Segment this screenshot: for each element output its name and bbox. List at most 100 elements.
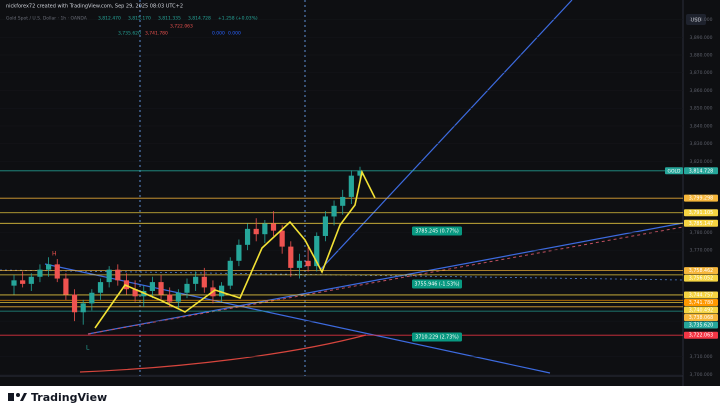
price-label-box <box>684 291 718 299</box>
logo-text: TradingView <box>31 391 107 404</box>
price-label-box <box>684 167 718 175</box>
candle-body <box>314 235 320 267</box>
price-label: 3,738.068 <box>689 315 713 321</box>
measure-label: 3785.245 (0.77%) <box>415 229 459 235</box>
candle-body <box>219 285 225 297</box>
y-tick-label: 3,780.000 <box>690 230 713 236</box>
symbol-tag-box <box>665 167 683 175</box>
y-tick-label: 3,770.000 <box>690 248 713 254</box>
candle-body <box>357 170 363 176</box>
pivot-high: H <box>52 251 57 258</box>
candle-body <box>331 205 337 217</box>
price-label-box <box>684 194 718 202</box>
price-label: 3,735.620 <box>689 322 713 328</box>
trend-line <box>87 226 684 335</box>
candle-body <box>340 196 346 206</box>
candle-body <box>89 292 95 304</box>
price-label: 3,756.052 <box>689 276 713 282</box>
y-tick-label: 3,890.000 <box>690 35 713 41</box>
price-label: 3,758.462 <box>689 268 713 274</box>
candle-body <box>106 269 112 283</box>
y-tick-label: 3,870.000 <box>690 70 713 76</box>
ohlc-low: 3,811.335 <box>158 16 181 22</box>
zigzag-pattern <box>94 169 376 329</box>
candle-body <box>132 289 138 297</box>
pivot-low: L <box>86 345 90 352</box>
plot-area <box>0 19 683 375</box>
candle-body <box>46 264 52 270</box>
price-label-box <box>684 313 718 321</box>
candle-body <box>97 282 104 293</box>
symbol-tag: GOLD <box>667 168 681 174</box>
indicator-value: 3,741.780 <box>145 31 168 37</box>
price-label: 3,785.147 <box>689 221 713 227</box>
candle-body <box>149 282 155 291</box>
currency[interactable]: USD <box>691 18 702 24</box>
indicator-value: 0.000 <box>212 31 225 37</box>
logo-mark <box>20 393 27 401</box>
logo-mark <box>16 393 20 397</box>
ohlc-change: +1.258 (+0.03%) <box>218 16 258 22</box>
candle-body <box>201 276 207 288</box>
trend-line <box>319 0 573 271</box>
price-label-box <box>684 274 718 282</box>
logo-mark <box>8 393 14 401</box>
price-label-box <box>684 219 718 227</box>
price-label: 3,744.757 <box>689 292 713 298</box>
candle-body <box>288 246 294 268</box>
price-label: 3,740.492 <box>689 307 713 313</box>
chart-background <box>0 0 720 386</box>
measure-label: 3710.229 (2.73%) <box>415 335 459 341</box>
trend-line <box>87 222 684 335</box>
candle-body <box>80 303 86 313</box>
candle-body <box>236 244 242 261</box>
logo: TradingView <box>8 391 107 404</box>
price-label-box <box>684 267 718 275</box>
candle-body <box>305 260 311 267</box>
candle-body <box>11 280 17 286</box>
y-tick-label: 3,840.000 <box>690 123 713 129</box>
price-label-box <box>684 321 718 329</box>
candle-body <box>244 228 251 245</box>
credit: nickforex72 created with TradingView.com… <box>6 4 183 10</box>
candle-body <box>253 228 259 235</box>
candle-body <box>348 175 354 197</box>
legend: nickforex72 created with TradingView.com… <box>6 4 258 37</box>
candle-body <box>54 264 60 279</box>
candle-body <box>270 223 277 231</box>
symbol: Gold Spot / U.S. Dollar · 1h · OANDA <box>6 16 88 22</box>
candle-body <box>63 278 69 295</box>
candle-body <box>227 260 233 286</box>
measure-label: 3755.946 (-1.53%) <box>414 282 459 288</box>
y-tick-label: 3,700.000 <box>690 372 713 378</box>
price-label-box <box>684 209 718 217</box>
price-label: 3,722.063 <box>689 333 713 339</box>
price-label-box <box>684 306 718 314</box>
candle-body <box>175 292 181 302</box>
candle-body <box>184 283 190 293</box>
ohlc-close: 3,814.728 <box>188 16 211 22</box>
y-tick-label: 3,860.000 <box>690 88 713 94</box>
ohlc-open: 3,812.470 <box>98 16 121 22</box>
ohlc-high: 3,815.170 <box>128 16 151 22</box>
measure-box <box>412 332 462 342</box>
candle-body <box>158 282 164 295</box>
y-tick-label: 3,880.000 <box>690 53 713 59</box>
indicator-value: 3,735.620 <box>118 31 141 37</box>
candle-body <box>115 269 121 281</box>
candle-body <box>193 276 199 284</box>
price-label: 3,799.298 <box>689 196 713 202</box>
candle-body <box>262 223 268 235</box>
candle-body <box>279 230 285 247</box>
footer <box>0 386 720 411</box>
y-tick-label: 3,850.000 <box>690 106 713 112</box>
y-tick-label: 3,830.000 <box>690 141 713 147</box>
price-label-box <box>684 298 718 306</box>
measure-box <box>412 279 462 289</box>
y-tick-label: 3,900.000 <box>690 17 713 23</box>
trend-line <box>44 263 551 374</box>
candle-body <box>37 269 43 277</box>
price-label: 3,791.105 <box>689 210 713 216</box>
currency-button[interactable] <box>686 14 706 25</box>
